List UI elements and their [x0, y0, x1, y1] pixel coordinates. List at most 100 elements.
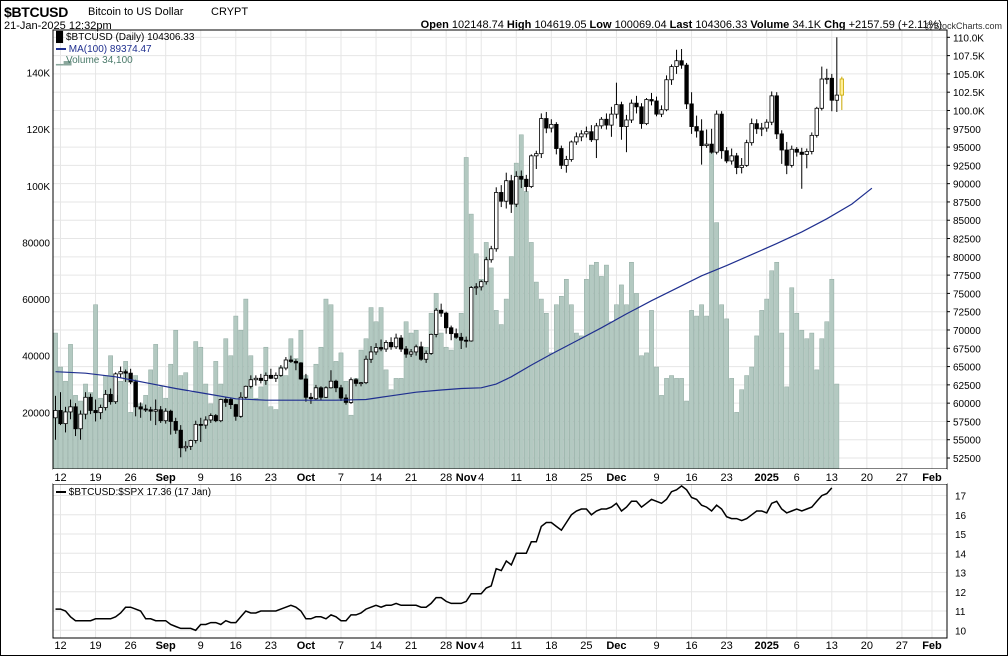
- candle-body: [63, 411, 68, 425]
- x-tick-label: 16: [685, 472, 697, 484]
- candle-body: [464, 339, 469, 342]
- candle-body: [479, 281, 484, 288]
- x-tick-label: 14: [370, 472, 382, 484]
- volume-bar: [564, 278, 569, 470]
- x-tick-label: 18: [545, 472, 557, 484]
- candle-body: [729, 155, 734, 162]
- x-tick-label: 21: [405, 472, 417, 484]
- volume-bar: [614, 304, 619, 470]
- candle-body: [519, 175, 524, 180]
- candle-body: [438, 309, 444, 314]
- candle-body: [559, 148, 564, 166]
- x-tick-label: Oct: [297, 472, 316, 484]
- price-tick-label: 60000: [953, 399, 981, 410]
- volume-bar: [599, 276, 604, 470]
- x-tick-label: 7: [338, 472, 344, 484]
- candle-body: [263, 374, 269, 381]
- ratio-line: [55, 484, 833, 632]
- candle-body: [163, 410, 168, 422]
- candle-body: [138, 406, 143, 410]
- candle-body: [238, 396, 243, 417]
- volume-bar: [609, 321, 614, 470]
- candle-body: [829, 77, 834, 101]
- candle-body: [328, 380, 334, 389]
- x-tick-label: Feb: [922, 640, 942, 652]
- candle-body: [599, 118, 604, 127]
- volume-bar: [579, 335, 584, 470]
- volume-label: Volume: [750, 19, 790, 31]
- ratio-tick-label: 12: [955, 588, 967, 599]
- price-tick-label: 110.0K: [953, 33, 984, 44]
- candle-body: [719, 113, 724, 152]
- candle-body: [499, 192, 504, 202]
- volume-bar: [258, 386, 264, 470]
- volume-bar: [769, 270, 775, 470]
- x-tick-label: 7: [338, 640, 344, 652]
- candle-body: [388, 342, 394, 348]
- candle-body: [584, 131, 589, 135]
- volume-bar: [654, 366, 659, 470]
- candle-body: [664, 79, 669, 111]
- candle-body: [674, 60, 679, 67]
- candle-body: [574, 136, 579, 143]
- candle-body: [423, 352, 429, 360]
- ratio-tick-label: 13: [955, 569, 967, 580]
- volume-bar: [834, 383, 840, 470]
- volume-bar: [819, 338, 825, 470]
- candle-body: [153, 409, 158, 412]
- volume-bar: [829, 278, 835, 470]
- volume-bar: [423, 346, 429, 470]
- x-tick-label: 25: [580, 640, 592, 652]
- candle-body: [218, 399, 223, 422]
- candle-body: [168, 410, 173, 422]
- volume-bar: [478, 278, 484, 470]
- candle-body: [183, 445, 188, 449]
- candle-body: [278, 367, 284, 376]
- price-tick-label: 80000: [953, 253, 981, 264]
- candle-body: [734, 155, 739, 168]
- volume-bar: [624, 304, 629, 470]
- volume-bar: [108, 355, 113, 470]
- x-tick-label: 28: [440, 472, 452, 484]
- last-value: 104306.33: [695, 19, 748, 31]
- volume-bar: [243, 298, 249, 470]
- candle-body: [418, 346, 424, 360]
- candle-body: [58, 410, 63, 425]
- volume-bar: [744, 375, 750, 470]
- high-label: High: [506, 19, 532, 31]
- candle-body: [699, 130, 704, 147]
- x-tick-label: 19: [89, 640, 101, 652]
- candle-body: [193, 423, 198, 441]
- volume-tick-label: 140K: [27, 68, 51, 79]
- price-tick-label: 67500: [953, 344, 981, 355]
- candle-body: [569, 141, 574, 160]
- bar-chart-icon: ▁▃: [56, 55, 72, 66]
- volume-bar: [759, 310, 765, 470]
- last-label: Last: [669, 19, 693, 31]
- x-tick-label: 9: [198, 472, 204, 484]
- x-tick-label: Nov: [456, 472, 478, 484]
- volume-bar: [193, 341, 199, 470]
- candle-body: [529, 155, 534, 187]
- volume-bar: [263, 346, 269, 470]
- volume-bar: [794, 312, 800, 470]
- candle-body: [303, 378, 309, 398]
- candle-body: [489, 248, 494, 261]
- volume-bar: [639, 355, 644, 470]
- candle-body: [814, 107, 819, 136]
- legend-volume-text: Volume 34,100: [66, 55, 133, 66]
- volume-bar: [523, 191, 529, 470]
- candle-body: [634, 102, 639, 108]
- line-swatch-icon: [56, 491, 66, 494]
- x-tick-label: Sep: [156, 472, 176, 484]
- candle-body: [148, 409, 153, 412]
- volume-bar: [779, 332, 785, 470]
- x-tick-label: 25: [580, 472, 592, 484]
- x-tick-label: 23: [721, 640, 733, 652]
- volume-bar: [764, 298, 770, 470]
- x-tick-label: Feb: [922, 472, 942, 484]
- price-tick-label: 92500: [953, 161, 981, 172]
- volume-bar: [644, 352, 649, 470]
- candle-body: [539, 118, 544, 155]
